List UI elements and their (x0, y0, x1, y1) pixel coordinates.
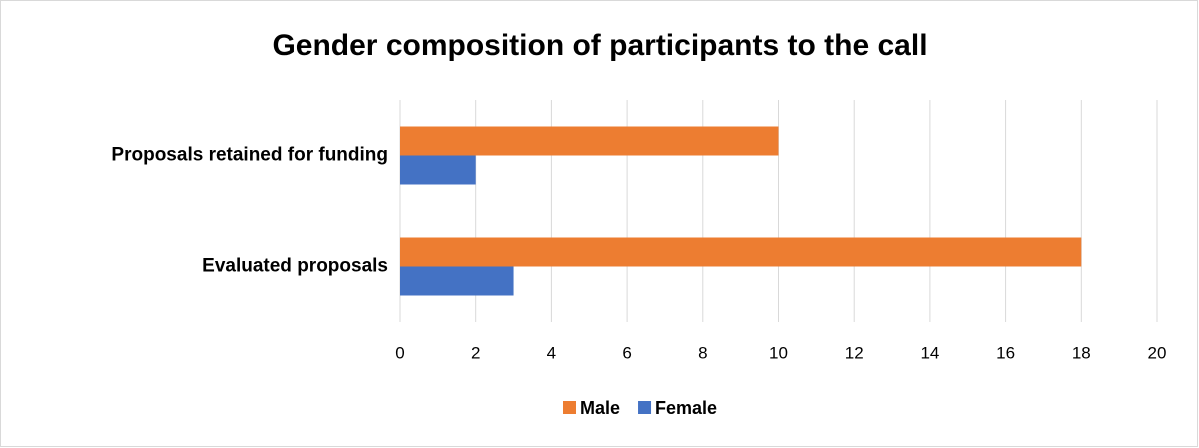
x-tick-label: 0 (395, 343, 404, 362)
x-tick-label: 14 (920, 343, 939, 362)
x-tick-label: 16 (996, 343, 1015, 362)
bar (400, 155, 476, 185)
legend-label: Female (655, 398, 717, 418)
legend-label: Male (580, 398, 620, 418)
bar (400, 237, 1082, 267)
chart-title: Gender composition of participants to th… (272, 29, 927, 62)
y-tick-label: Evaluated proposals (202, 256, 388, 277)
x-tick-label: 20 (1148, 343, 1167, 362)
x-tick-label: 12 (845, 343, 864, 362)
x-tick-label: 4 (547, 343, 556, 362)
x-tick-label: 2 (471, 343, 480, 362)
legend-swatch (563, 401, 576, 414)
x-tick-label: 6 (622, 343, 631, 362)
x-tick-label: 10 (769, 343, 788, 362)
bar (400, 266, 514, 296)
bar (400, 126, 779, 156)
legend-swatch (638, 401, 652, 414)
x-tick-label: 8 (698, 343, 707, 362)
y-tick-label: Proposals retained for funding (111, 145, 388, 166)
x-tick-label: 18 (1072, 343, 1091, 362)
